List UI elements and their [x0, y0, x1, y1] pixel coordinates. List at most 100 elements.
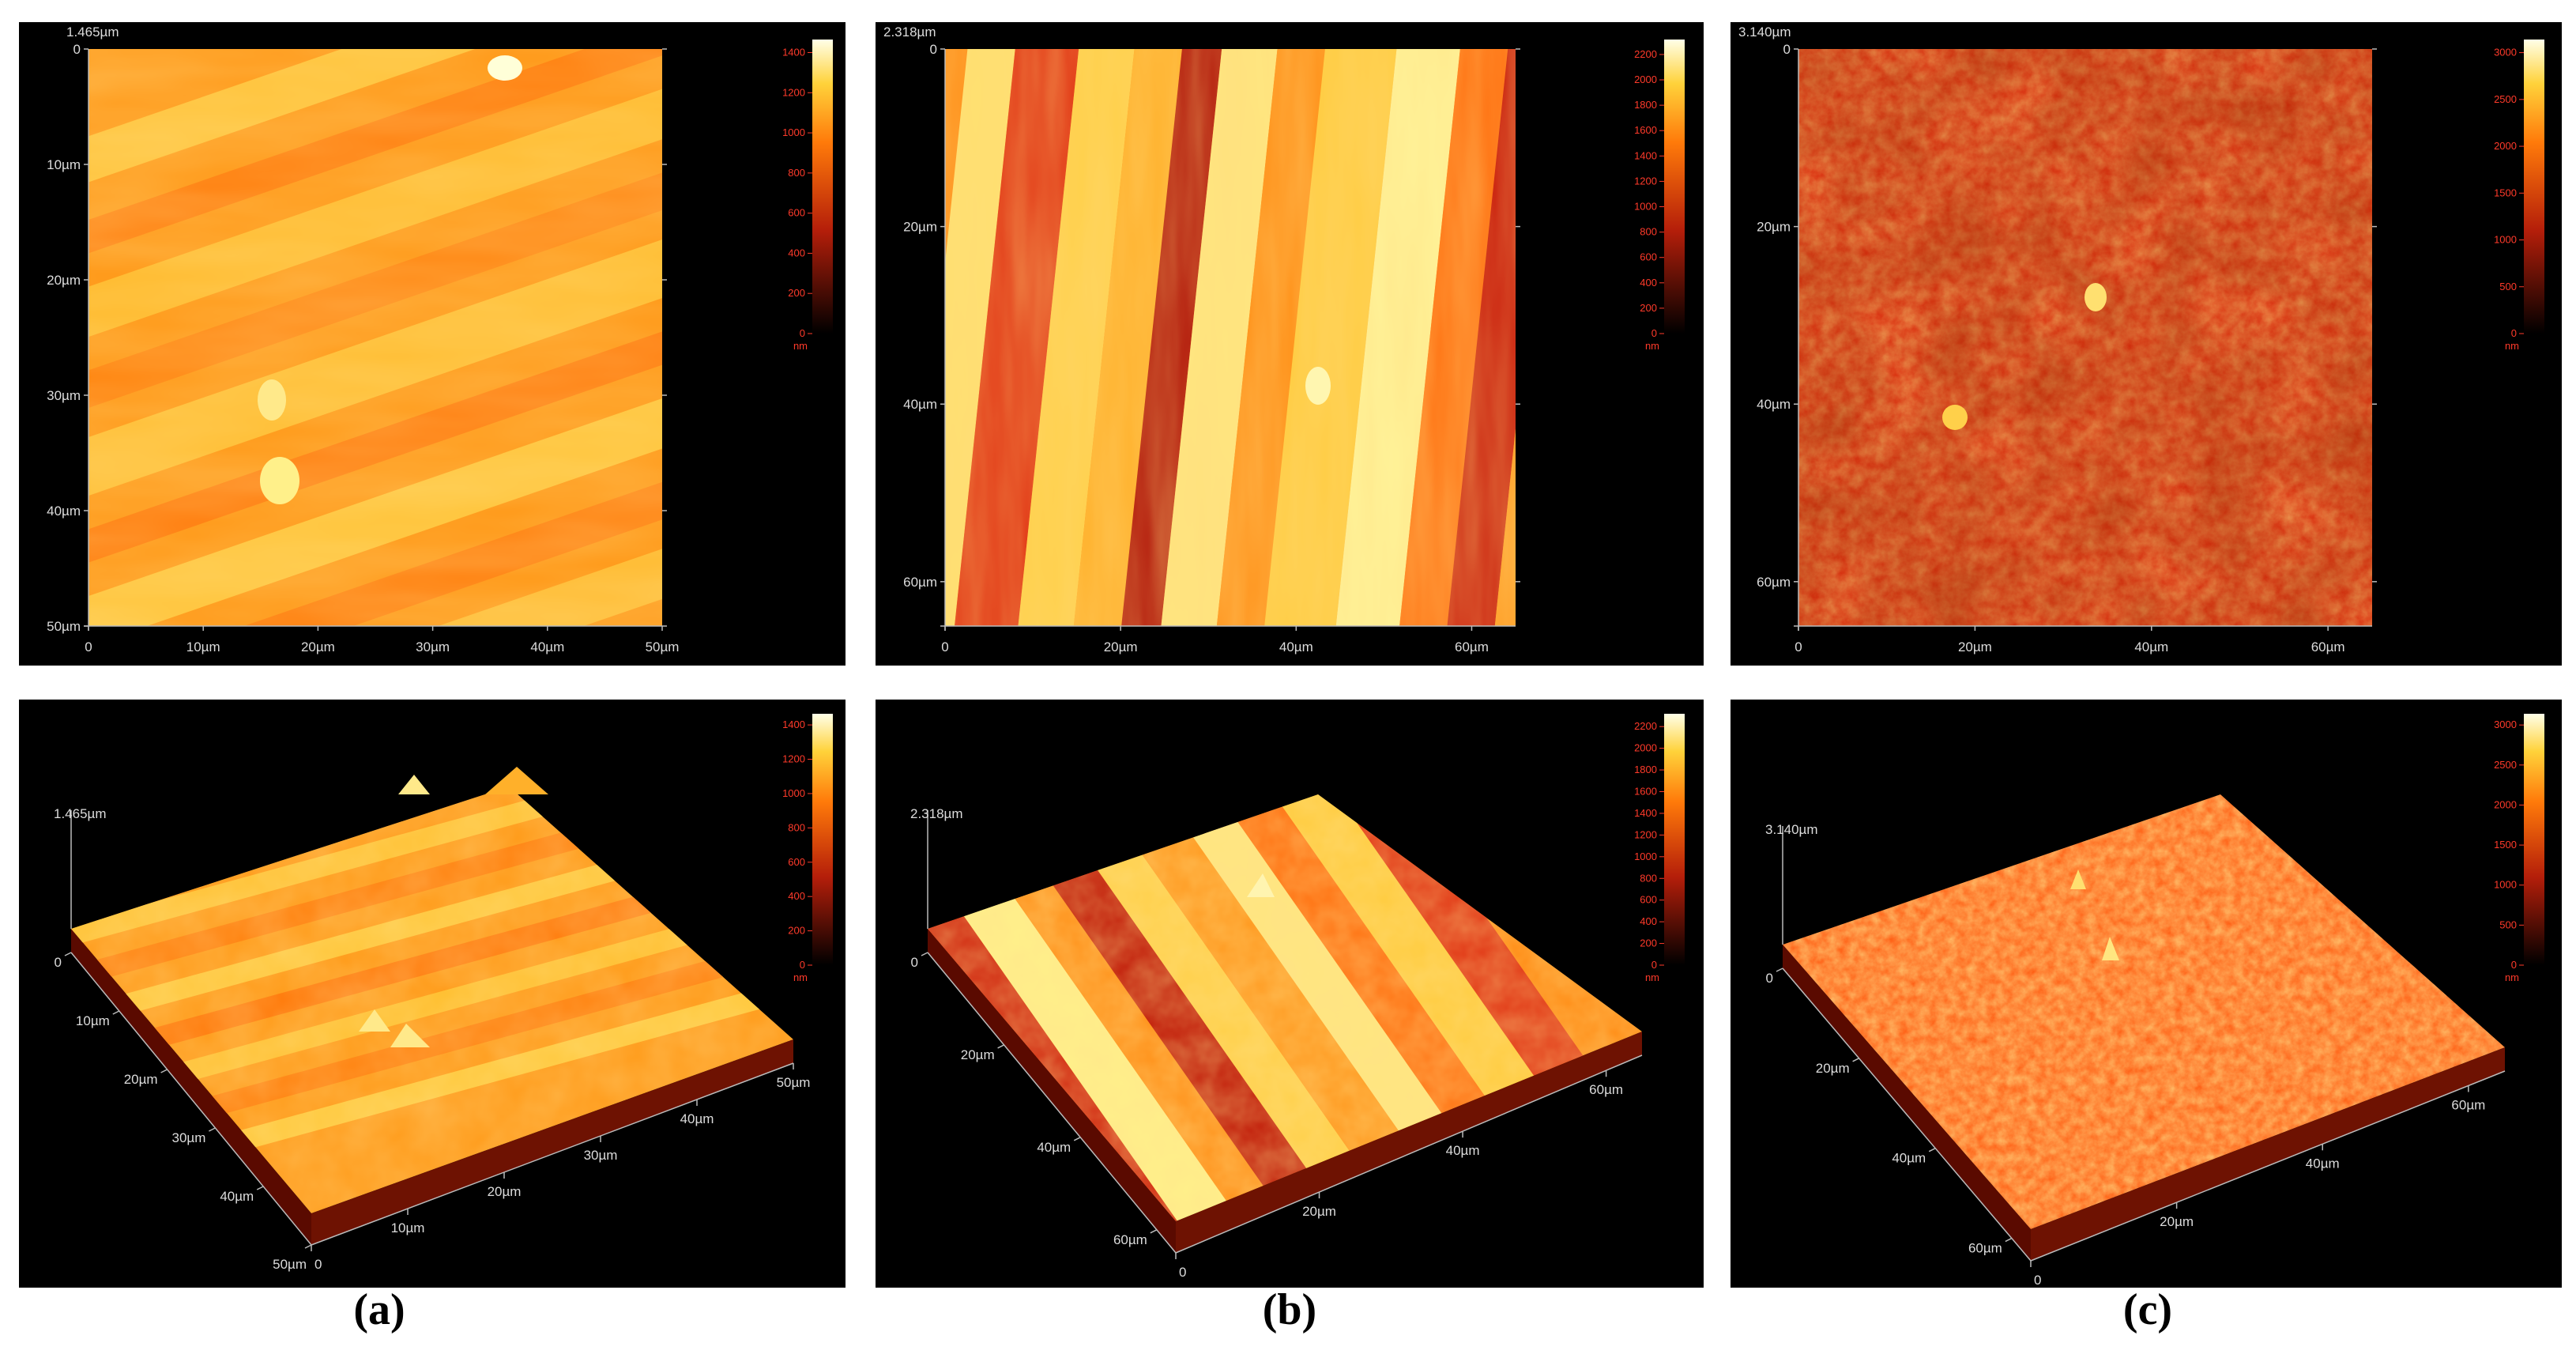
surface-3d-b [928, 794, 1642, 1253]
map-y-tick-label: 0 [930, 42, 937, 57]
colorbar-unit: nm [793, 971, 808, 983]
y-tick-label-3d: 60µm [1113, 1232, 1147, 1247]
colorbar-tick-label: 800 [788, 167, 805, 179]
colorbar-c [2524, 40, 2544, 334]
map-y-tick-label: 40µm [1757, 397, 1791, 412]
colorbar-tick-label: 1200 [1634, 828, 1657, 840]
colorbar-tick-label: 1000 [1634, 201, 1657, 213]
map-x-tick-label: 40µm [1279, 639, 1313, 654]
colorbar-tick-label: 200 [788, 925, 805, 937]
colorbar-tick-label: 200 [1640, 937, 1657, 949]
colorbar-tick-label: 500 [2499, 919, 2517, 930]
map-y-tick-label: 20µm [903, 220, 937, 235]
height-label-c: 3.140µm [1738, 25, 1791, 40]
colorbar-tick-label: 600 [788, 856, 805, 868]
axes-3d-c [1782, 826, 2506, 1262]
afm-3d-a-svg: 1.465µm 0 10µm 20µm 30µm 40µm 10µm 20µm 30µm 40µ… [54, 714, 833, 1272]
map-ticks-a: 0 10µm 20µm 30µm 40µm 50µm 0 10µm 20µm 30µm 40µm 50… [47, 42, 679, 654]
map-x-tick-label: 40µm [530, 639, 564, 654]
surface-3d-c [1783, 794, 2505, 1261]
afm-3d-b-svg: 2.318µm 0 20µm 40µm 60µm 20µm 40µm 60µm 0 0 200 4… [910, 714, 1685, 1280]
colorbar-tick-label: 1200 [782, 86, 805, 98]
map-x-tick-label: 60µm [1455, 639, 1489, 654]
colorbar-tick-label: 200 [1640, 302, 1657, 314]
map-image-c [1731, 22, 2562, 666]
map-axes-a [84, 49, 662, 631]
map-x-tick-label: 40µm [2134, 639, 2168, 654]
caption-c: (c) [2122, 1285, 2173, 1334]
colorbar-tick-label: 2500 [2494, 93, 2517, 105]
x-tick-label-3d: 60µm [1589, 1082, 1623, 1097]
colorbar-tick-label: 400 [788, 247, 805, 258]
colorbar-tick-label: 2200 [1634, 720, 1657, 732]
colorbar-3d-b [1664, 714, 1685, 965]
colorbar-tick-label: 800 [1640, 226, 1657, 238]
colorbar-tick-label: 800 [1640, 872, 1657, 884]
map-x-tick-label: 20µm [301, 639, 335, 654]
colorbar-tick-label: 0 [1651, 959, 1657, 971]
x-tick-label-3d: 40µm [2306, 1156, 2340, 1171]
colorbar-tick-label: 1600 [1634, 786, 1657, 798]
corner-label-3d: 50µm [273, 1257, 307, 1272]
map-y-tick-label: 0 [1783, 42, 1791, 57]
map-x-tick-label: 20µm [1958, 639, 1992, 654]
colorbar-tick-label: 400 [788, 890, 805, 902]
colorbar-tick-label: 0 [800, 959, 805, 971]
y-tick-label-3d: 20µm [961, 1047, 995, 1062]
colorbar-unit: nm [793, 340, 808, 352]
colorbar-tick-label: 3000 [2494, 719, 2517, 730]
colorbar-tick-label: 1000 [2494, 234, 2517, 246]
y-tick-label-3d: 0 [1766, 971, 1773, 986]
colorbar-tick-label: 2000 [2494, 140, 2517, 152]
colorbar-tick-label: 0 [800, 327, 805, 339]
colorbar-tick-label: 1200 [782, 753, 805, 765]
colorbar-tick-label: 1400 [1634, 807, 1657, 819]
y-tick-label-3d: 20µm [124, 1072, 158, 1087]
map-y-tick-label: 0 [73, 42, 81, 57]
colorbar-tick-label: 2000 [2494, 798, 2517, 810]
colorbar-tick-label: 1600 [1634, 124, 1657, 136]
colorbar-ticks-b: 0 200 400 600 800 1000 1200 1400 1600 1800 2000 220… [1634, 48, 1664, 352]
y-tick-label-3d: 10µm [76, 1013, 110, 1028]
map-image-b [876, 22, 1704, 666]
height-label-a: 1.465µm [66, 25, 119, 40]
colorbar-tick-label: 400 [1640, 915, 1657, 927]
y-tick-label-3d: 40µm [1037, 1140, 1071, 1155]
height-label-3d-c: 3.140µm [1765, 822, 1818, 837]
x-tick-label-3d: 50µm [777, 1075, 811, 1090]
x-tick-label-3d: 20µm [2160, 1214, 2194, 1229]
colorbar-tick-label: 0 [2511, 959, 2517, 971]
colorbar-ticks-3d-c: 0 500 1000 1500 2000 2500 3000 nm [2494, 719, 2524, 983]
colorbar-ticks-a: 0 200 400 600 800 1000 1200 1400 nm [782, 47, 812, 352]
colorbar-tick-label: 2000 [1634, 742, 1657, 754]
height-label-3d-b: 2.318µm [910, 806, 963, 821]
colorbar-tick-label: 1800 [1634, 764, 1657, 775]
colorbar-tick-label: 1500 [2494, 187, 2517, 198]
colorbar-tick-label: 3000 [2494, 47, 2517, 58]
zero-label-3d: 0 [1179, 1265, 1186, 1280]
colorbar-tick-label: 2000 [1634, 74, 1657, 85]
y-tick-label-3d: 30µm [172, 1130, 206, 1145]
afm-map-a: 0 10µm 20µm 30µm 40µm 50µm 0 10µm 20µm 30µm 40µm 50… [19, 22, 845, 666]
colorbar-unit: nm [1645, 340, 1659, 352]
x-tick-label-3d: 40µm [1446, 1143, 1480, 1158]
map-y-tick-label: 50µm [47, 619, 81, 634]
colorbar-tick-label: 200 [788, 287, 805, 299]
colorbar-tick-label: 0 [1651, 327, 1657, 339]
y-tick-label-3d: 40µm [1892, 1151, 1926, 1166]
map-y-tick-label: 10µm [47, 157, 81, 172]
colorbar-tick-label: 600 [1640, 251, 1657, 263]
colorbar-tick-label: 1400 [782, 47, 805, 58]
colorbar-3d-a [812, 714, 833, 965]
axes-3d-b [927, 810, 1643, 1254]
colorbar-tick-label: 400 [1640, 277, 1657, 289]
colorbar-3d-c [2524, 714, 2544, 965]
colorbar-tick-label: 1800 [1634, 99, 1657, 111]
colorbar-tick-label: 600 [1640, 894, 1657, 906]
map-ticks-c: 0 20µm 40µm 60µm 0 20µm 40µm 60µm [1757, 42, 2377, 654]
map-y-tick-label: 40µm [903, 397, 937, 412]
colorbar-unit: nm [2505, 971, 2519, 983]
zero-label-3d: 0 [314, 1257, 322, 1272]
colorbar-tick-label: 1000 [782, 126, 805, 138]
afm-3d-b: 2.318µm 0 20µm 40µm 60µm 20µm 40µm 60µm 0 0 200 4… [876, 700, 1704, 1288]
